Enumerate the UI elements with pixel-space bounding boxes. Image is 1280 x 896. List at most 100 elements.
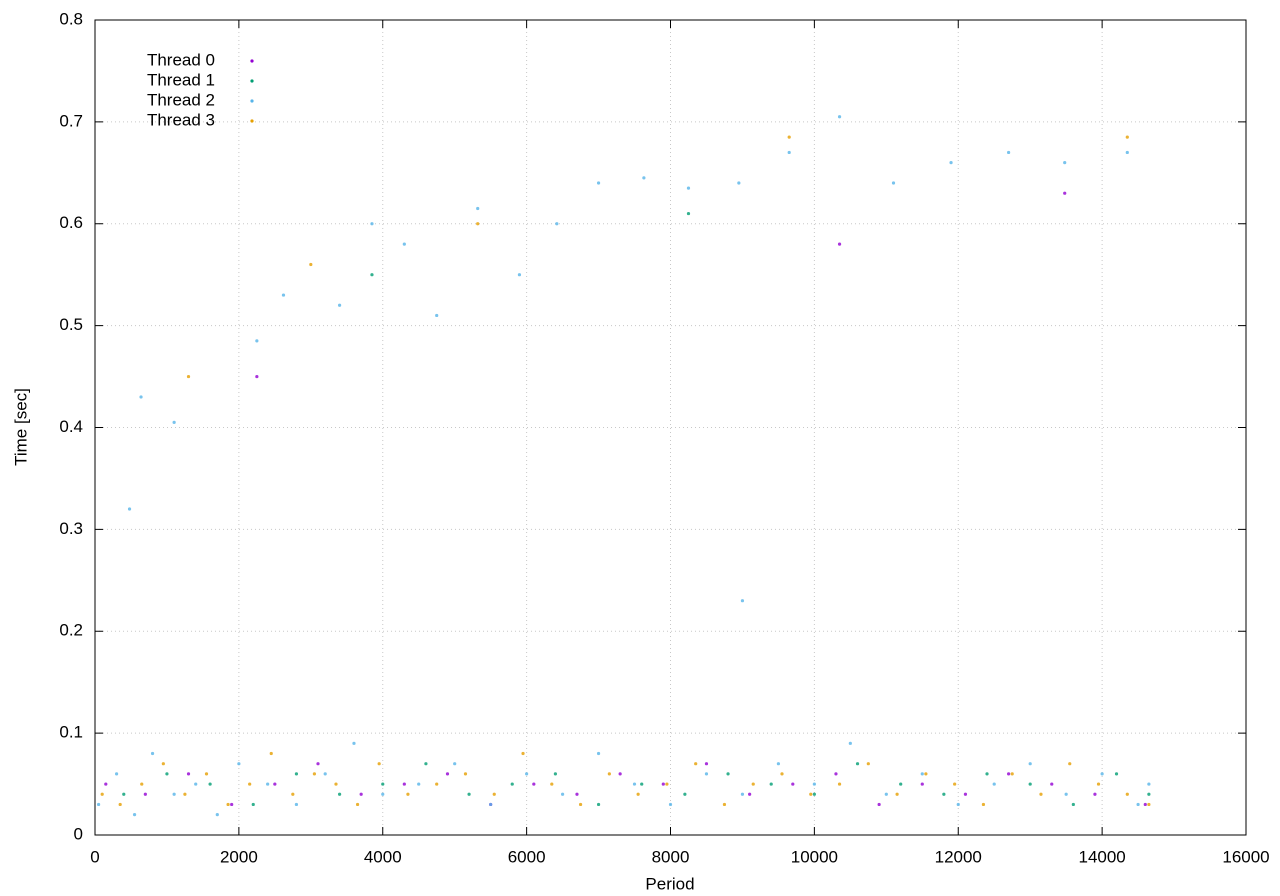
point [208, 782, 212, 786]
point [884, 792, 888, 796]
point [963, 792, 968, 796]
point [194, 782, 198, 786]
point [204, 772, 209, 776]
point [417, 782, 421, 786]
point [837, 242, 842, 246]
point [848, 741, 852, 745]
point [1028, 762, 1032, 766]
x-axis-label: Period [645, 874, 694, 893]
point [1007, 150, 1011, 155]
point [661, 782, 665, 786]
point [463, 772, 468, 776]
point [553, 772, 558, 776]
point [406, 792, 410, 796]
point [686, 186, 691, 190]
point [722, 802, 727, 807]
point [161, 762, 165, 766]
point [1143, 802, 1147, 807]
point [642, 176, 646, 180]
point [636, 792, 640, 796]
point [118, 802, 122, 807]
point [248, 782, 252, 786]
point [812, 792, 816, 796]
point [359, 792, 363, 796]
x-tick-label: 6000 [508, 847, 546, 866]
point [575, 792, 579, 796]
point [510, 782, 514, 786]
point [899, 782, 903, 786]
point [949, 161, 953, 165]
legend-label: Thread 3 [147, 110, 215, 129]
point [1071, 802, 1075, 807]
point [596, 181, 601, 185]
point [665, 782, 669, 786]
point [1100, 772, 1104, 776]
point [370, 222, 374, 226]
point [1147, 792, 1151, 796]
x-tick-label: 8000 [652, 847, 690, 866]
point [291, 792, 295, 796]
point [521, 751, 525, 756]
point [1125, 150, 1129, 155]
point [132, 813, 137, 817]
point [377, 762, 381, 766]
point [550, 782, 554, 786]
point [1063, 161, 1067, 165]
point [251, 802, 255, 807]
point [104, 782, 108, 786]
point [323, 772, 327, 776]
point [172, 792, 176, 796]
legend-marker [250, 79, 254, 83]
legend-label: Thread 2 [147, 90, 215, 109]
point [489, 802, 493, 807]
point [370, 273, 374, 277]
point [1007, 772, 1011, 776]
point [560, 792, 565, 796]
point [215, 813, 219, 817]
point [1063, 191, 1067, 195]
point [269, 751, 273, 756]
point [992, 782, 996, 786]
point [920, 782, 924, 786]
point [453, 762, 457, 766]
point [956, 802, 960, 807]
point [226, 802, 230, 807]
point [740, 792, 745, 796]
point [668, 802, 673, 807]
point [492, 792, 496, 796]
point [683, 792, 687, 796]
legend-label: Thread 1 [147, 70, 215, 89]
point [855, 762, 860, 766]
point [165, 772, 169, 776]
point [578, 802, 583, 807]
point [924, 772, 928, 776]
y-tick-label: 0.8 [59, 9, 83, 28]
point [942, 792, 946, 796]
point [618, 772, 622, 776]
point [476, 206, 480, 211]
point [1028, 782, 1032, 786]
legend-label: Thread 0 [147, 50, 215, 69]
point [127, 507, 132, 511]
y-axis-label: Time [sec] [11, 388, 30, 466]
point [100, 792, 104, 796]
point [381, 792, 385, 796]
point [114, 772, 119, 776]
point [334, 782, 338, 786]
point [981, 802, 986, 807]
point [776, 762, 781, 766]
point [953, 782, 957, 786]
point [255, 339, 259, 343]
point [1010, 772, 1014, 776]
point [1050, 782, 1054, 786]
point [532, 782, 536, 786]
point [139, 395, 143, 399]
point [834, 772, 838, 776]
point [737, 181, 741, 185]
point [1147, 802, 1151, 807]
point [877, 802, 881, 807]
x-tick-label: 14000 [1078, 847, 1125, 866]
point [740, 599, 745, 603]
point [172, 420, 176, 425]
point [402, 782, 406, 786]
